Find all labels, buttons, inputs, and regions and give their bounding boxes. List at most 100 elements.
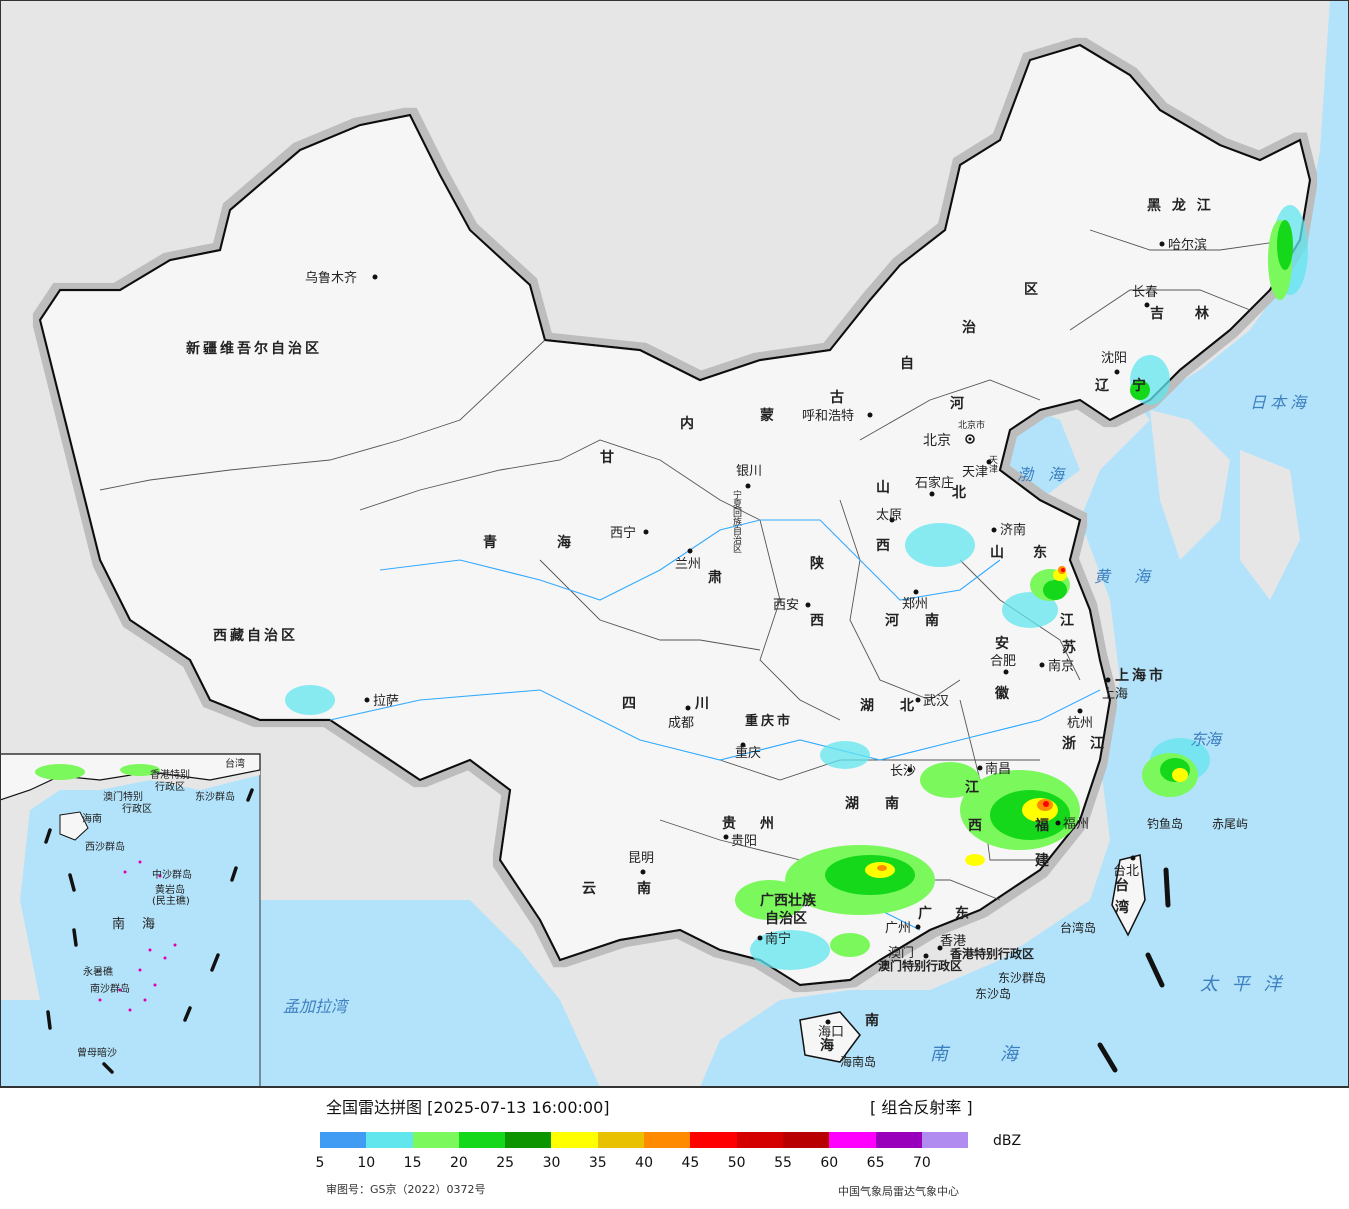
color-swatch (320, 1132, 367, 1148)
sea-label: 海 (1048, 465, 1068, 484)
city-lhasa: 拉萨 (364, 694, 399, 709)
city-hongkong: 香港 (937, 934, 966, 951)
svg-text:澳门: 澳门 (888, 945, 914, 961)
sea-label: 海 (1000, 1044, 1022, 1065)
city-tianjin: 天津 (962, 459, 992, 480)
region-label: 南 (885, 795, 902, 812)
svg-text:武汉: 武汉 (923, 694, 949, 709)
region-label: 古 (830, 389, 847, 406)
region-label: 上海市 (1115, 667, 1166, 684)
region-label: 浙 (1062, 735, 1079, 752)
region-label: 湖 (845, 796, 862, 812)
color-swatch (597, 1132, 645, 1148)
radar-title: 全国雷达拼图 [2025-07-13 16:00:00] (326, 1098, 610, 1117)
svg-text:香港: 香港 (940, 934, 966, 949)
city-fuzhou: 福州 (1055, 817, 1089, 832)
inset-label: 澳门特别 (103, 790, 143, 803)
inset-label: 香港特别 (150, 769, 190, 781)
inset-label: 南沙群岛 (90, 982, 130, 995)
inset-label: 永暑礁 (83, 965, 113, 978)
color-scale-tick: 65 (866, 1155, 885, 1171)
color-swatch (366, 1132, 413, 1148)
city-haikou: 海口 (818, 1019, 844, 1040)
region-label: 山 (990, 545, 1007, 561)
color-swatch (458, 1132, 506, 1148)
color-scale-tick: 50 (727, 1155, 746, 1171)
svg-text:福州: 福州 (1063, 817, 1089, 832)
region-label: 四 (622, 696, 639, 712)
inset-label: 海南 (82, 812, 102, 825)
region-label: 宁 (1132, 377, 1149, 394)
region-label: 西 (876, 538, 893, 554)
region-label: 河 (885, 612, 902, 629)
region-label: 北 (900, 698, 917, 714)
color-scale-tick: 30 (542, 1155, 561, 1171)
region-label: 江 (1090, 735, 1107, 752)
svg-text:郑州: 郑州 (902, 597, 928, 612)
color-swatch (551, 1132, 598, 1148)
color-swatch (505, 1132, 552, 1148)
inset-label: 曾母暗沙 (77, 1046, 117, 1059)
region-label: 海 (820, 1037, 837, 1054)
region-label: 川 (694, 696, 712, 712)
city-beijing: 北京 (923, 433, 975, 449)
inset-label: 中沙群岛 (152, 868, 192, 881)
city-hangzhou: 杭州 (1067, 708, 1093, 731)
region-label: 治 (962, 319, 979, 336)
taiwan (1111, 854, 1146, 937)
sea-label: 渤 (1017, 465, 1037, 484)
sea-label: 孟加拉湾 (283, 997, 350, 1016)
city-shijiazhuang: 石家庄 (915, 475, 954, 497)
region-label-ningxia: 宁夏回族自治区 (731, 489, 742, 553)
city-shanghai: 上海 (1102, 677, 1128, 702)
region-label: 东 (1033, 544, 1050, 561)
city-nanchang: 南昌 (977, 761, 1011, 777)
region-label: 广 (918, 905, 935, 922)
svg-text:重庆: 重庆 (735, 745, 761, 761)
city-shenyang: 沈阳 (1101, 351, 1127, 375)
city-harbin: 哈尔滨 (1159, 237, 1207, 253)
region-label-hongkong: 香港特别行政区 (949, 946, 1034, 961)
region-label: 区 (1024, 282, 1041, 298)
svg-text:长沙: 长沙 (890, 764, 916, 779)
city-guiyang: 贵阳 (723, 834, 757, 849)
island-label: 东沙岛 (975, 986, 1011, 1001)
svg-text:石家庄: 石家庄 (915, 475, 954, 491)
svg-text:北京: 北京 (923, 433, 951, 449)
radar-map[interactable]: 新疆维吾尔自治区 西藏自治区 青 海 甘 肃 内 蒙 古 自 治 区 黑 龙 江… (0, 0, 1349, 1087)
region-label: 甘 (600, 449, 617, 466)
svg-text:南昌: 南昌 (985, 761, 1011, 777)
svg-text:兰州: 兰州 (675, 557, 701, 572)
region-label: 西 (968, 818, 985, 834)
region-label: 重庆市 (745, 713, 793, 729)
color-swatch (782, 1132, 830, 1148)
inset-label: 台湾 (225, 757, 245, 770)
svg-text:南京: 南京 (1048, 658, 1074, 674)
city-xian: 西安 (773, 598, 811, 613)
color-swatch (921, 1132, 969, 1148)
color-swatch (736, 1132, 783, 1148)
inset-label: 南 (112, 916, 125, 932)
svg-text:沈阳: 沈阳 (1101, 351, 1127, 366)
city-yinchuan: 银川 (736, 464, 762, 489)
japan (1240, 450, 1300, 600)
city-changchun: 长春 (1132, 285, 1158, 308)
approval-number: 审图号：GS京（2022）0372号 (326, 1183, 486, 1196)
inset-label: 行政区 (155, 780, 185, 793)
color-swatch (829, 1132, 876, 1148)
city-jinan: 济南 (991, 522, 1026, 538)
region-label: 河 (950, 395, 967, 412)
city-taiyuan: 太原 (876, 508, 902, 523)
region-label: 台 (1115, 877, 1132, 894)
svg-text:贵阳: 贵阳 (731, 834, 757, 849)
region-label: 广西壮族 (760, 892, 817, 909)
region-label: 内 (680, 415, 697, 432)
region-label: 苏 (1062, 639, 1079, 656)
city-kunming: 昆明 (628, 851, 654, 875)
city-zhengzhou: 郑州 (902, 589, 928, 612)
color-swatch (412, 1132, 459, 1148)
bay-of-bengal (260, 900, 600, 1087)
small-region-labels: 宁夏回族自治区 香港特别行政区 澳门特别行政区 天津 北京市 (731, 419, 1034, 973)
region-label: 吉 (1150, 305, 1167, 322)
sea-label: 太 平 洋 (1200, 974, 1285, 995)
